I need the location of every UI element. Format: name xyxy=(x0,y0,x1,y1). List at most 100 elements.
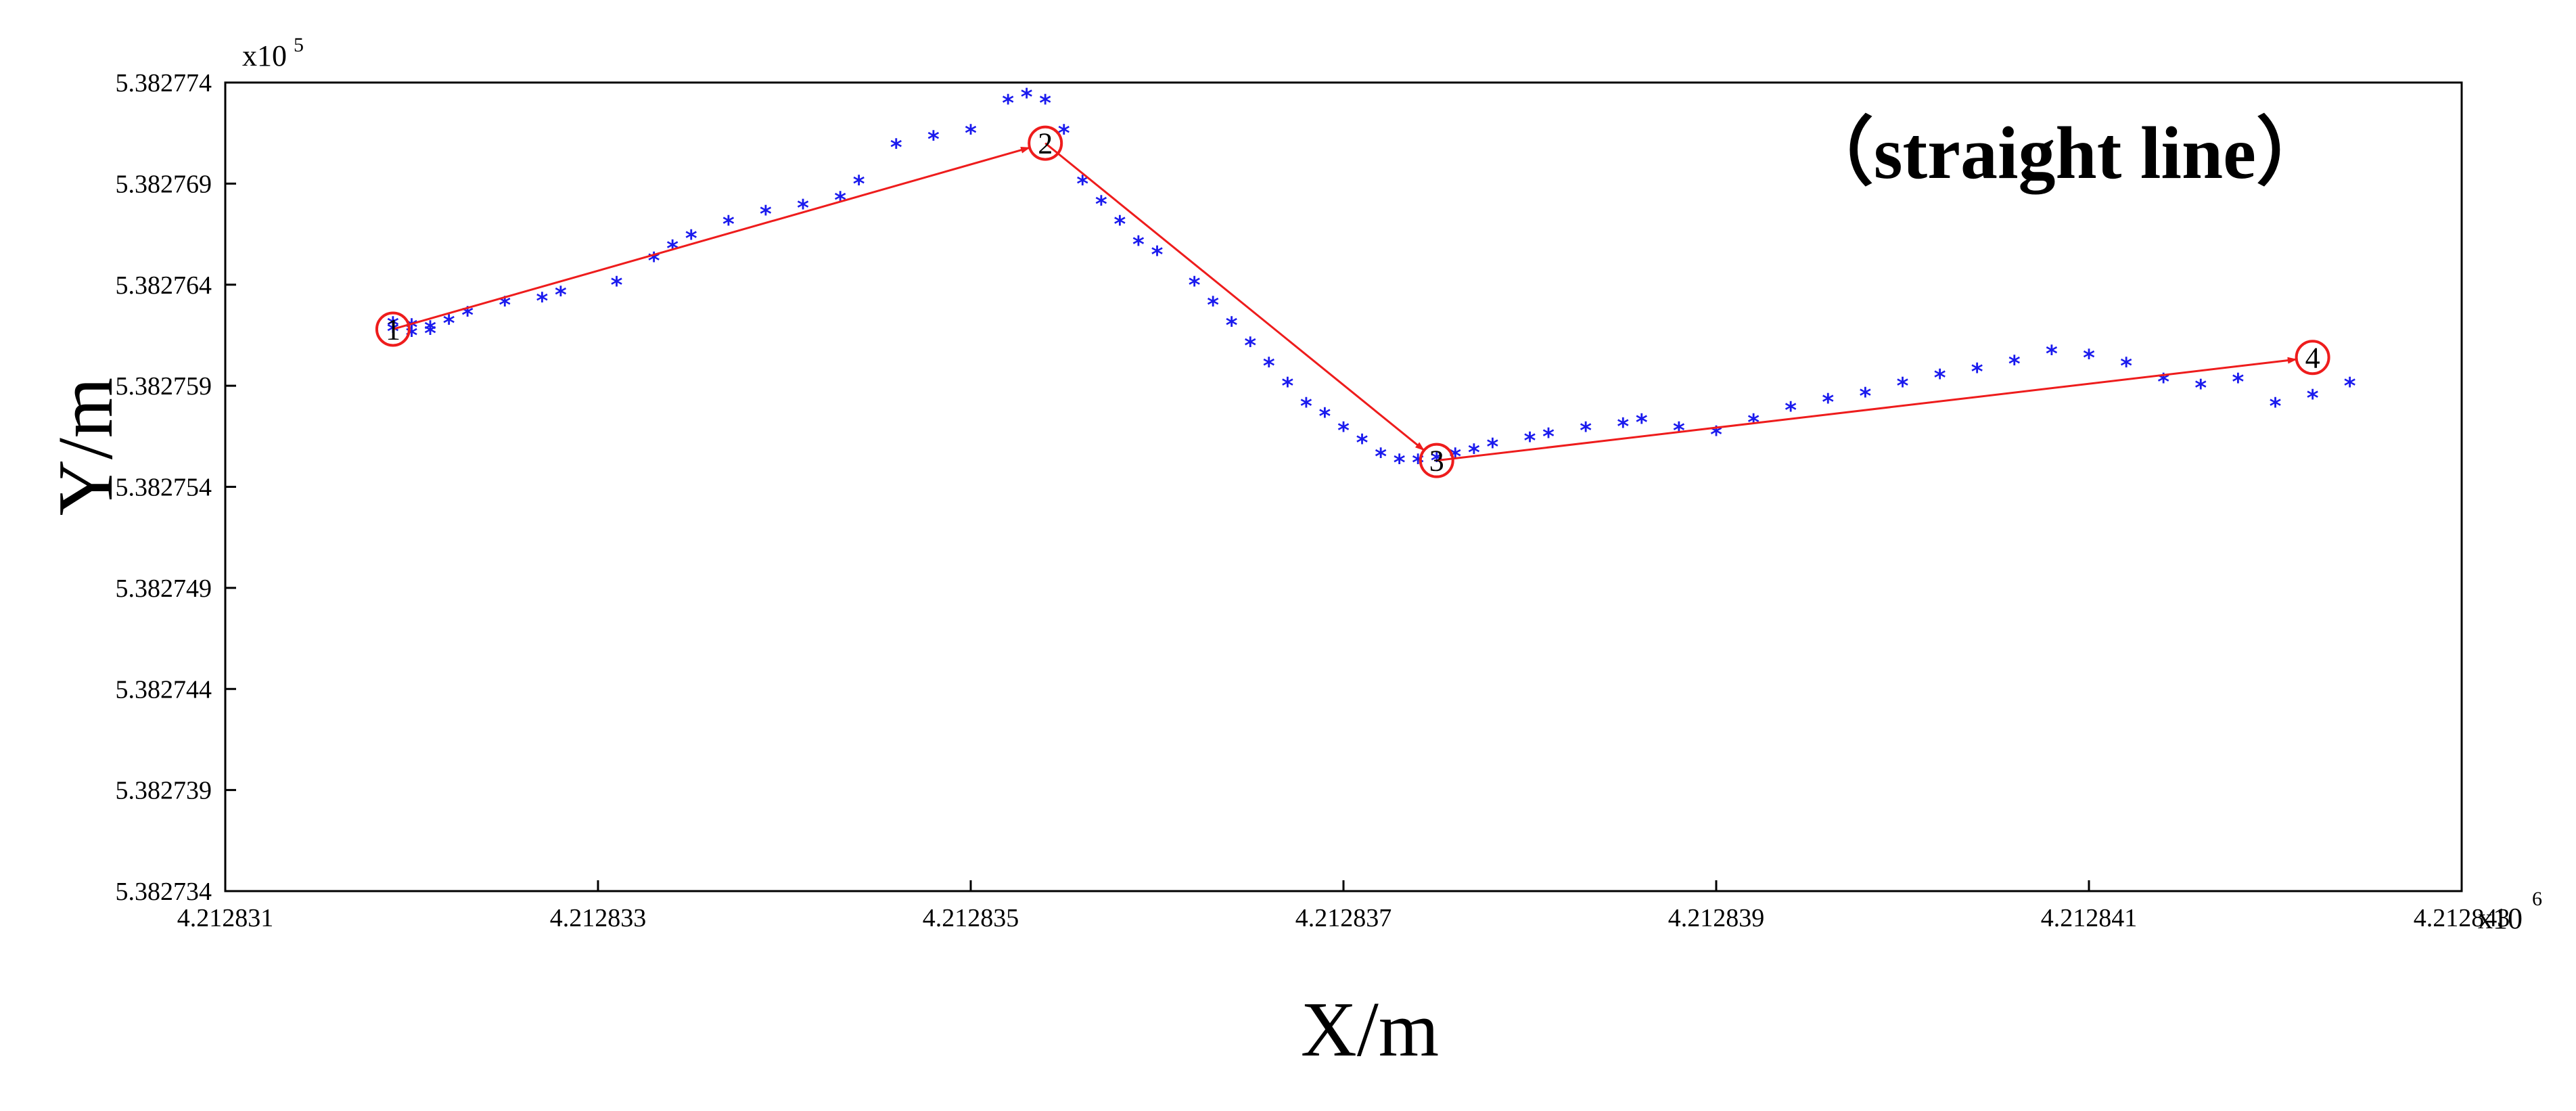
y-tick-label: 5.382734 xyxy=(116,878,212,906)
waypoint-label: 1 xyxy=(386,313,400,346)
waypoint-label: 3 xyxy=(1429,445,1444,478)
data-point: * xyxy=(1710,422,1722,449)
data-point: * xyxy=(1971,359,1983,386)
data-point: * xyxy=(927,127,940,154)
data-point: * xyxy=(1226,313,1238,340)
data-point: * xyxy=(1114,211,1126,238)
x-tick-label: 4.212835 xyxy=(923,904,1019,932)
waypoint-circle xyxy=(1028,125,1063,161)
y-tick-label: 5.382744 xyxy=(116,675,212,704)
x-tick-label: 4.212843 xyxy=(2414,904,2510,932)
data-point: * xyxy=(1300,393,1312,420)
data-point: * xyxy=(1337,417,1350,445)
data-point: * xyxy=(1095,191,1107,218)
data-point: * xyxy=(1636,409,1648,436)
y-axis-multiplier: x10 5 xyxy=(242,34,304,72)
x-tick-label: 4.212841 xyxy=(2041,904,2138,932)
data-point: * xyxy=(611,272,623,299)
data-point: * xyxy=(2307,385,2319,412)
data-point: * xyxy=(1431,448,1443,475)
data-point: * xyxy=(555,282,567,309)
data-point: * xyxy=(2194,375,2207,402)
y-tick-label: 5.382774 xyxy=(116,69,212,97)
data-point: * xyxy=(1263,353,1275,380)
y-tick-label: 5.382759 xyxy=(116,372,212,401)
waypoint-markers: 1 2 3 4 xyxy=(375,125,2330,478)
route-segment xyxy=(392,146,1031,330)
svg-text:5: 5 xyxy=(294,34,304,56)
straight-line-annotation: （straight line） xyxy=(1799,112,2330,194)
data-point: * xyxy=(797,195,809,222)
data-point: * xyxy=(1319,403,1331,430)
data-point: * xyxy=(1394,450,1406,477)
data-point: * xyxy=(1356,430,1368,457)
route-segment xyxy=(1436,357,2297,462)
data-point: * xyxy=(2157,369,2169,396)
waypoint-circle xyxy=(1419,443,1454,478)
data-point: * xyxy=(1860,383,1872,410)
plot-area-frame xyxy=(224,81,2463,892)
data-point: * xyxy=(424,320,436,347)
x-tick-label: 4.212831 xyxy=(177,904,274,932)
x-tick-label: 4.212839 xyxy=(1668,904,1765,932)
svg-text:x10: x10 xyxy=(242,39,287,72)
y-axis-ticks: 5.382734 5.382739 5.382744 5.382749 5.382754… xyxy=(116,69,236,906)
x-tick-label: 4.212837 xyxy=(1295,904,1392,932)
data-point: * xyxy=(2046,340,2058,367)
waypoint-label: 2 xyxy=(1038,127,1053,160)
x-tick-label: 4.212833 xyxy=(550,904,647,932)
route-segment xyxy=(1044,142,1425,451)
data-point: * xyxy=(1468,440,1480,467)
x-axis-title: X/m xyxy=(1301,987,1439,1072)
data-point: * xyxy=(536,288,548,315)
data-point: * xyxy=(1132,231,1145,258)
data-point: * xyxy=(1244,332,1256,359)
data-point: * xyxy=(2344,373,2356,400)
scatter-series: * * * * * * * * * * * * * * * * * * * * * * * * * * * * * * * * * * * * * * * *… xyxy=(387,84,2356,477)
data-point: * xyxy=(1524,428,1536,455)
data-point: * xyxy=(1375,444,1387,471)
x-axis-multiplier: x10 6 xyxy=(2478,888,2542,935)
waypoint-label: 4 xyxy=(2305,341,2320,374)
data-point: * xyxy=(2232,369,2245,396)
route-path xyxy=(392,142,2297,462)
svg-text:6: 6 xyxy=(2532,888,2542,910)
data-point: * xyxy=(2120,353,2132,380)
y-tick-label: 5.382769 xyxy=(116,170,212,198)
data-point: * xyxy=(1151,242,1164,269)
y-tick-label: 5.382749 xyxy=(116,574,212,603)
data-point: * xyxy=(387,313,399,340)
data-point: * xyxy=(443,311,455,338)
data-point: * xyxy=(1021,84,1033,111)
data-point: * xyxy=(1934,365,1946,392)
data-point: * xyxy=(1673,417,1685,445)
data-point: * xyxy=(387,318,399,345)
data-point: * xyxy=(1617,413,1629,440)
data-point: * xyxy=(1487,434,1499,461)
waypoint-circle xyxy=(375,311,411,347)
data-point: * xyxy=(1897,373,1909,400)
data-point: * xyxy=(1542,424,1555,451)
data-point: * xyxy=(1002,90,1014,117)
data-point: * xyxy=(1207,292,1219,319)
data-point: * xyxy=(834,187,846,214)
data-point: * xyxy=(1785,397,1797,424)
data-point: * xyxy=(1281,373,1293,400)
x-axis-ticks: 4.212831 4.212833 4.212835 4.212837 4.212839… xyxy=(177,880,2510,932)
data-point: * xyxy=(424,316,436,343)
data-point: * xyxy=(1076,171,1088,198)
data-point: * xyxy=(2270,393,2282,420)
data-point: * xyxy=(2083,344,2095,371)
y-tick-label: 5.382754 xyxy=(116,474,212,502)
svg-text:x10: x10 xyxy=(2478,902,2523,935)
data-point: * xyxy=(722,211,735,238)
data-point: * xyxy=(1580,417,1592,445)
data-point: * xyxy=(890,135,902,162)
data-point: * xyxy=(853,171,865,198)
data-point: * xyxy=(2008,350,2021,378)
data-point: * xyxy=(965,120,977,148)
y-axis-title: Y/m xyxy=(43,378,129,516)
y-tick-label: 5.382739 xyxy=(116,777,212,805)
data-point: * xyxy=(648,248,660,275)
